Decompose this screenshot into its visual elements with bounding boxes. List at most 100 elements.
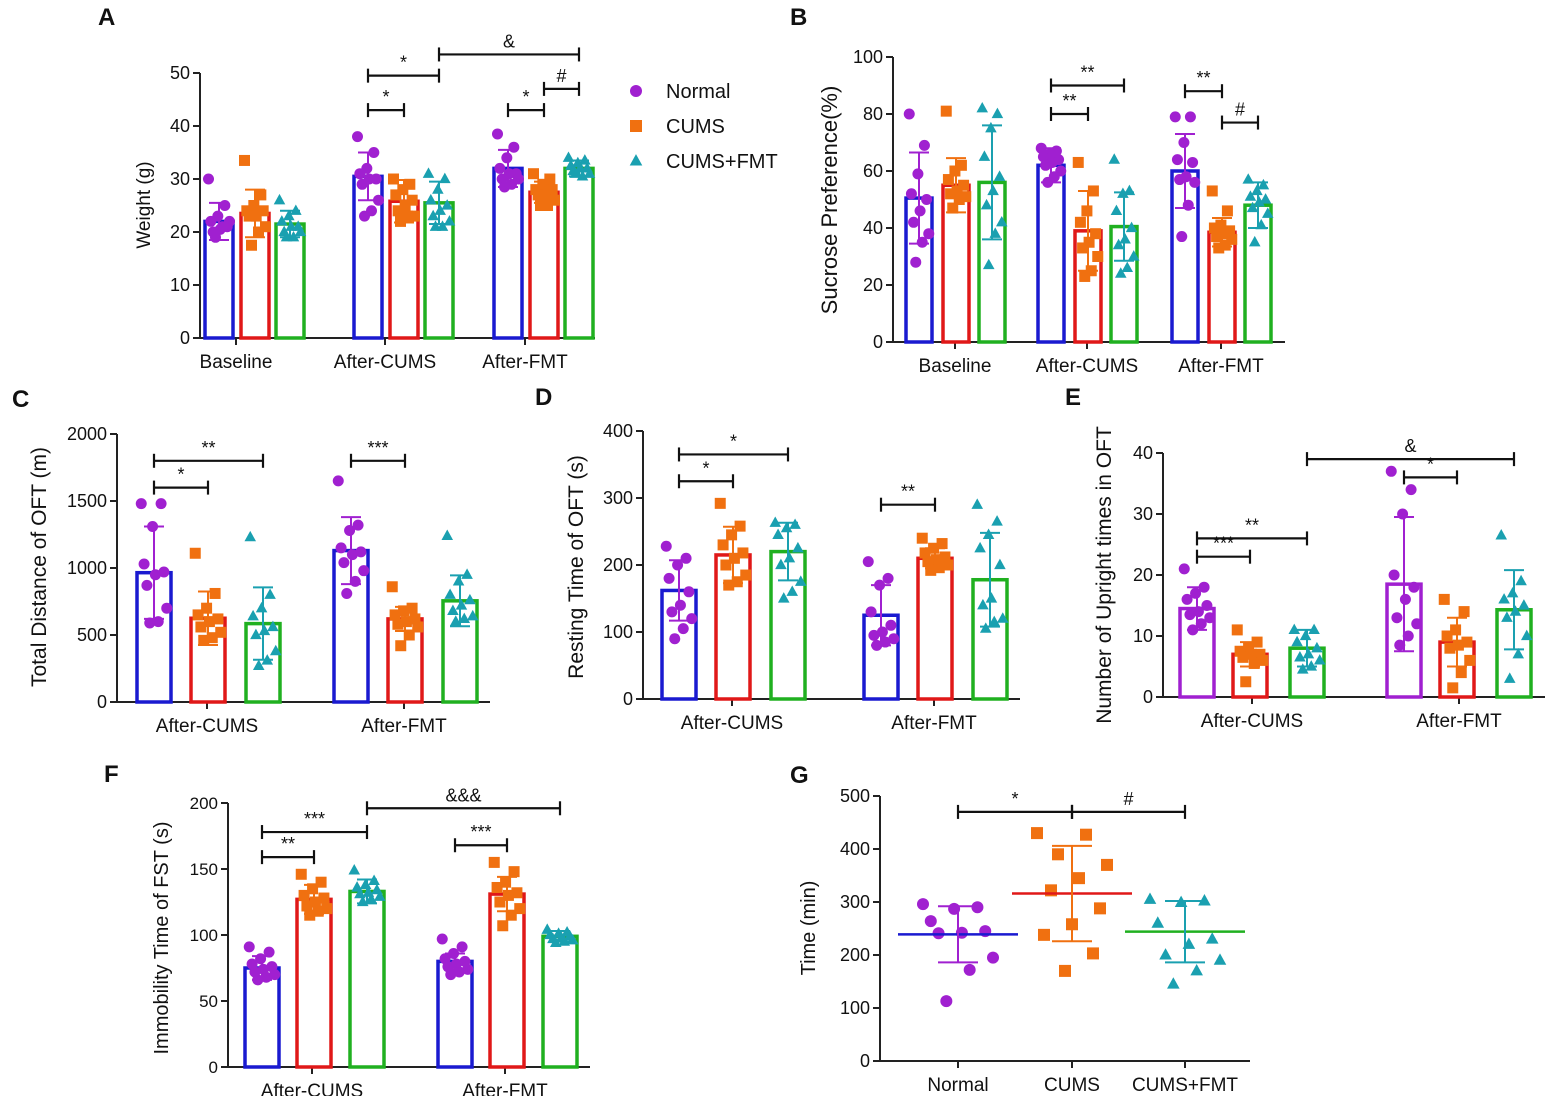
- data-point: [960, 191, 972, 203]
- data-point: [1213, 242, 1225, 254]
- data-point: [246, 239, 257, 251]
- data-point: [135, 498, 147, 510]
- data-point: [532, 189, 544, 201]
- data-point: [942, 174, 954, 186]
- data-point: [501, 152, 513, 164]
- data-point: [276, 215, 288, 226]
- data-point: [1195, 618, 1207, 630]
- data-point: [395, 640, 407, 652]
- data-point: [1509, 605, 1522, 616]
- y-tick-label: 30: [170, 169, 190, 189]
- significance-label: *: [522, 87, 529, 107]
- data-point: [672, 559, 684, 571]
- panel-label: G: [790, 762, 809, 789]
- data-point: [348, 863, 361, 875]
- x-tick-label: After-FMT: [1178, 356, 1264, 377]
- data-point: [1125, 221, 1138, 233]
- data-point: [494, 896, 506, 908]
- bar: [1036, 163, 1066, 344]
- data-point: [280, 230, 293, 242]
- x-tick-label: After-FMT: [462, 1081, 548, 1096]
- data-point: [1038, 928, 1050, 941]
- data-point: [940, 995, 953, 1008]
- legend-label: Normal: [666, 81, 730, 103]
- data-point: [1253, 196, 1265, 207]
- data-point: [252, 659, 265, 670]
- data-point: [427, 209, 439, 221]
- data-point: [1151, 916, 1165, 928]
- data-point: [1259, 193, 1272, 204]
- data-point: [562, 151, 575, 162]
- panel-e: E 0 10 20 30 40 Number of Upright times in OFT…: [1065, 384, 1545, 732]
- data-point: [138, 558, 150, 570]
- data-point: [1092, 251, 1104, 262]
- data-point: [1121, 261, 1134, 273]
- data-point: [403, 629, 415, 641]
- data-point: [373, 890, 386, 901]
- data-point: [356, 178, 368, 190]
- data-point: [988, 615, 1001, 627]
- y-tick-label: 0: [623, 689, 633, 709]
- bar: [492, 166, 524, 340]
- data-point: [434, 204, 446, 215]
- data-point: [358, 565, 370, 577]
- data-point: [1206, 185, 1218, 197]
- data-point: [942, 559, 954, 571]
- data-point: [953, 194, 965, 205]
- data-point: [1184, 111, 1196, 123]
- data-point: [488, 856, 500, 868]
- data-point: [425, 193, 437, 205]
- data-point: [1081, 205, 1093, 217]
- data-point: [985, 592, 998, 603]
- data-point: [740, 569, 752, 581]
- y-tick-label: 0: [860, 1051, 870, 1071]
- data-point: [1114, 267, 1127, 278]
- data-point: [1518, 599, 1530, 610]
- y-tick-label: 300: [840, 892, 870, 912]
- data-point: [1159, 948, 1172, 960]
- data-point: [723, 579, 735, 591]
- data-point: [1221, 205, 1233, 217]
- data-point: [464, 593, 476, 605]
- significance-label: *: [400, 53, 407, 73]
- data-point: [1245, 648, 1257, 660]
- data-point: [921, 194, 933, 205]
- data-point: [441, 529, 454, 540]
- panel-label: E: [1065, 384, 1081, 411]
- data-point: [1031, 827, 1043, 840]
- data-point: [777, 592, 790, 603]
- data-point: [318, 892, 330, 904]
- data-point: [260, 221, 271, 233]
- data-point: [359, 878, 372, 889]
- data-point: [862, 556, 874, 568]
- y-axis-label: Number of Upright times in OFT: [1093, 426, 1116, 724]
- data-point: [714, 497, 726, 509]
- data-point: [149, 569, 161, 581]
- data-point: [876, 626, 888, 638]
- data-point: [447, 604, 459, 616]
- panel-a: A 0 10 20 30 40 50 Weight (g) Baseline After-CUMS…: [98, 4, 596, 373]
- data-point: [215, 626, 227, 638]
- x-tick-label: After-CUMS: [334, 352, 436, 373]
- data-point: [922, 556, 934, 568]
- y-tick-label: 80: [863, 104, 883, 124]
- data-point: [462, 963, 474, 975]
- data-point: [452, 575, 465, 586]
- y-axis-label: Sucrose Preference(%): [817, 86, 842, 315]
- data-point: [264, 588, 276, 599]
- data-point: [539, 189, 551, 201]
- data-point: [775, 558, 787, 570]
- data-point: [677, 623, 689, 635]
- x-tick-label: CUMS: [1044, 1075, 1100, 1096]
- data-point: [392, 205, 404, 217]
- data-point: [1087, 947, 1099, 960]
- data-point: [502, 889, 514, 901]
- data-point: [285, 220, 297, 231]
- data-point: [1190, 964, 1203, 976]
- y-axis-label: Total Distance of OFT (m): [28, 447, 51, 687]
- x-tick-label: After-CUMS: [261, 1081, 363, 1096]
- y-tick-label: 0: [1143, 687, 1153, 707]
- data-point: [198, 634, 210, 646]
- data-point: [436, 933, 448, 945]
- data-point: [1452, 639, 1464, 651]
